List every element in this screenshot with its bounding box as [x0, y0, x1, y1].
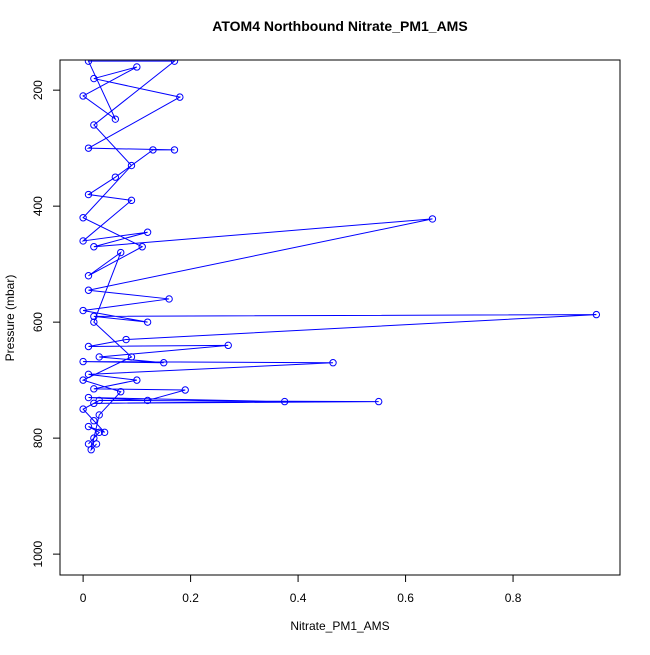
data-point	[79, 237, 87, 245]
x-tick-label: 0.4	[290, 591, 307, 605]
y-tick-label: 1000	[31, 540, 45, 567]
data-point	[133, 63, 141, 71]
data-point	[280, 397, 289, 406]
data-point	[95, 353, 103, 361]
data-point	[143, 228, 152, 236]
y-axis-label: Pressure (mbar)	[3, 275, 17, 362]
data-point	[90, 434, 98, 442]
data-point	[181, 386, 189, 394]
data-point	[170, 146, 179, 154]
data-point	[79, 357, 87, 366]
data-point	[138, 243, 146, 251]
x-tick-label: 0.2	[182, 591, 199, 605]
data-point	[428, 215, 437, 223]
data-point	[87, 446, 95, 454]
data-point	[90, 385, 98, 393]
data-point	[224, 341, 232, 350]
x-tick-label: 0.8	[505, 591, 522, 605]
data-point	[90, 417, 98, 425]
y-tick-label: 200	[31, 80, 45, 100]
data-point	[84, 440, 93, 448]
data-point	[117, 248, 125, 257]
data-point	[79, 405, 87, 413]
data-point	[90, 74, 98, 83]
y-tick-label: 800	[31, 428, 45, 448]
data-point	[84, 286, 93, 294]
data-point	[160, 359, 168, 367]
data-point	[84, 370, 93, 379]
data-point	[79, 376, 87, 384]
data-point	[95, 411, 103, 419]
data-point	[84, 190, 93, 199]
data-point	[111, 115, 120, 123]
x-axis-label: Nitrate_PM1_AMS	[290, 619, 389, 633]
data-point	[127, 196, 136, 205]
data-point	[92, 440, 101, 448]
data-point	[84, 422, 93, 431]
data-point	[95, 428, 103, 437]
plot-area	[79, 60, 601, 454]
data-point	[90, 318, 98, 326]
data-point	[90, 121, 98, 129]
data-point	[329, 359, 337, 367]
data-point	[127, 353, 136, 361]
data-point	[122, 335, 130, 344]
data-point	[127, 161, 136, 170]
y-tick-label: 400	[31, 196, 45, 216]
chart-title: ATOM4 Northbound Nitrate_PM1_AMS	[212, 18, 467, 34]
data-point	[143, 396, 152, 405]
data-point	[117, 388, 125, 396]
data-point	[79, 92, 87, 100]
data-point	[84, 272, 93, 280]
data-point	[133, 376, 141, 384]
data-line	[81, 60, 597, 452]
data-point	[165, 295, 173, 303]
data-point	[84, 60, 93, 65]
x-tick-label: 0.6	[397, 591, 414, 605]
data-point	[100, 428, 109, 437]
data-point	[90, 243, 98, 251]
data-point	[592, 310, 601, 319]
data-point	[176, 93, 184, 101]
data-point	[90, 399, 98, 408]
data-point	[84, 144, 93, 152]
data-point	[84, 393, 93, 402]
data-point	[170, 60, 179, 65]
data-point	[90, 312, 98, 321]
plot-frame	[59, 59, 621, 576]
data-point	[111, 173, 120, 181]
data-point	[143, 318, 152, 326]
data-point	[149, 146, 157, 154]
data-point	[84, 342, 93, 351]
x-tick-label: 0	[80, 591, 87, 605]
data-point	[79, 214, 87, 222]
data-point	[79, 306, 87, 315]
data-point	[374, 397, 383, 406]
y-tick-label: 600	[31, 312, 45, 332]
